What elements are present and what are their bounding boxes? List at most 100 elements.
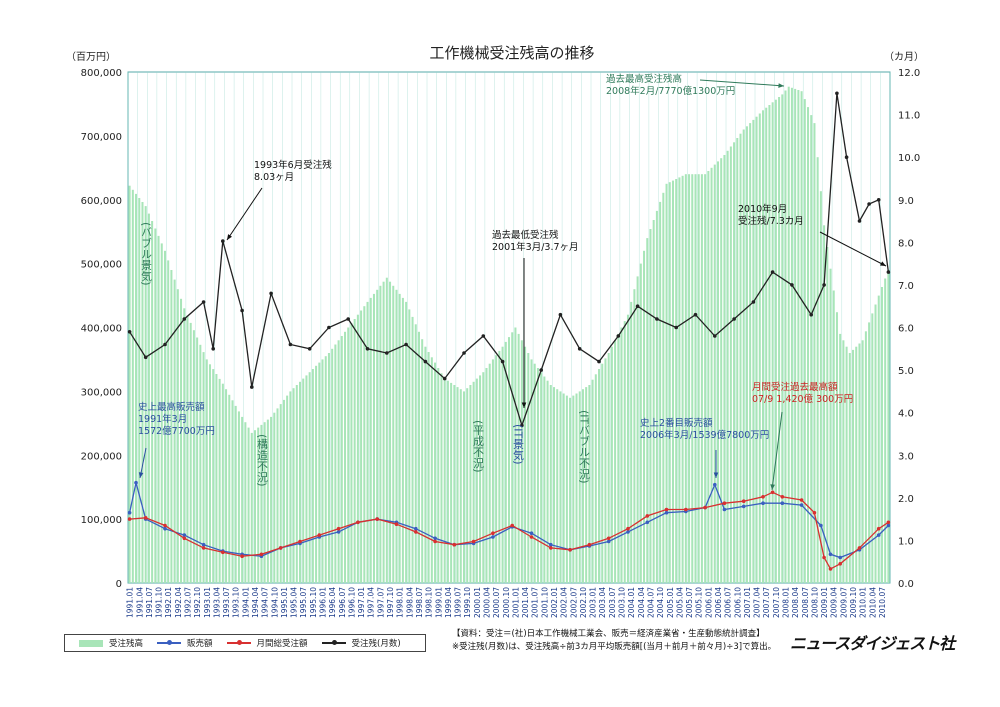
- backlog-bar: [350, 323, 353, 583]
- annotation-min-backlog: 過去最低受注残: [492, 229, 559, 241]
- x-tick-label: 2004.01: [627, 587, 636, 618]
- left-tick-label: 500,000: [81, 260, 122, 271]
- x-tick-label: 2009.01: [820, 587, 829, 618]
- backlog-bar: [742, 129, 745, 583]
- backlog-bar: [633, 289, 636, 583]
- right-tick-label: 11.0: [898, 111, 920, 122]
- months-point: [770, 270, 775, 274]
- backlog-bar: [424, 346, 427, 583]
- backlog-bar: [543, 376, 546, 583]
- backlog-bar: [517, 333, 520, 583]
- annotation-2010-09: 2010年9月: [738, 203, 787, 215]
- x-tick-label: 1993.01: [203, 587, 212, 618]
- months-point: [127, 330, 132, 334]
- sales-point: [645, 520, 650, 525]
- months-point: [857, 219, 862, 223]
- sales-point: [876, 533, 881, 537]
- left-tick-label: 600,000: [81, 196, 122, 207]
- backlog-bar: [646, 238, 649, 583]
- orders-point: [812, 510, 817, 515]
- backlog-bar: [286, 395, 289, 583]
- backlog-bar: [877, 295, 880, 583]
- right-tick-label: 5.0: [898, 366, 914, 377]
- backlog-bar: [221, 383, 224, 583]
- backlog-bar: [614, 340, 617, 583]
- backlog-bar: [887, 270, 890, 583]
- x-tick-label: 1992.07: [184, 587, 193, 618]
- months-point: [423, 359, 428, 364]
- backlog-bar: [864, 331, 867, 583]
- x-tick-label: 1996.10: [348, 587, 357, 618]
- backlog-bar: [376, 289, 379, 583]
- backlog-bar: [160, 243, 163, 583]
- legend-item-orders: 月間総受注額: [226, 637, 308, 649]
- backlog-bar: [749, 123, 752, 583]
- backlog-bar: [623, 321, 626, 583]
- x-tick-label: 1993.07: [222, 587, 231, 618]
- backlog-bar: [884, 278, 887, 583]
- legend-label-sales: 販売額: [187, 639, 213, 649]
- legend-label-backlog: 受注残高: [109, 639, 144, 649]
- sales-point: [491, 535, 495, 539]
- backlog-bar: [157, 235, 160, 583]
- sales-point: [182, 533, 187, 537]
- backlog-bar: [450, 382, 453, 583]
- backlog-bar: [716, 161, 719, 583]
- months-point: [269, 291, 273, 296]
- backlog-bar: [311, 369, 314, 583]
- backlog-bar: [196, 337, 199, 583]
- backlog-bar: [154, 228, 157, 583]
- left-tick-label: 700,000: [81, 132, 122, 143]
- x-tick-label: 1994.01: [241, 587, 250, 618]
- backlog-bar: [453, 385, 456, 583]
- backlog-bar: [874, 304, 877, 583]
- x-tick-label: 2000.04: [483, 587, 492, 618]
- annotation-1993-peak: 8.03ヶ月: [254, 172, 294, 183]
- months-point: [250, 385, 254, 389]
- backlog-bar: [225, 389, 228, 583]
- months-point: [462, 351, 466, 355]
- backlog-bar: [819, 191, 822, 583]
- x-tick-label: 2006.10: [733, 587, 742, 618]
- orders-point: [240, 554, 244, 558]
- backlog-bar: [218, 378, 221, 583]
- backlog-bar: [755, 116, 758, 583]
- x-tick-label: 1998.10: [425, 587, 434, 618]
- backlog-bar: [540, 372, 543, 583]
- orders-point: [703, 505, 707, 510]
- months-point: [201, 300, 206, 304]
- backlog-bar: [173, 279, 176, 583]
- annotation-max-sales: 1991年3月: [138, 413, 187, 425]
- right-tick-label: 12.0: [898, 68, 920, 79]
- backlog-bar: [427, 352, 430, 583]
- x-tick-label: 2008.10: [810, 587, 819, 618]
- orders-point: [278, 546, 283, 550]
- months-point: [385, 351, 389, 355]
- annotation-max-sales: 史上最高販売額: [138, 401, 205, 413]
- legend-swatch-sales: [157, 640, 182, 645]
- backlog-bar: [781, 94, 784, 584]
- orders-point: [568, 548, 572, 552]
- annotation-max-sales: 1572億7700万円: [138, 425, 215, 437]
- backlog-bar: [379, 285, 382, 583]
- backlog-bar: [868, 322, 871, 583]
- backlog-bar: [569, 397, 572, 583]
- annotation-max-monthly-order: 07/9 1,420億 300万円: [752, 393, 853, 405]
- x-tick-label: 1993.10: [232, 587, 241, 618]
- sales-point: [741, 504, 746, 509]
- backlog-bar: [617, 333, 620, 583]
- annotation-second-sales: 史上2番目販売額: [640, 417, 713, 429]
- max-sales-arrow-head: [138, 472, 144, 478]
- backlog-bar: [131, 189, 134, 584]
- orders-point: [201, 546, 206, 550]
- x-tick-label: 2002.04: [560, 587, 569, 618]
- backlog-bar: [774, 99, 777, 583]
- backlog-bar: [668, 182, 671, 583]
- annotation-max-backlog: 2008年2月/7770億1300万円: [606, 85, 735, 97]
- backlog-bar: [344, 331, 347, 583]
- backlog-bar: [459, 389, 462, 583]
- orders-point: [221, 550, 225, 555]
- months-point: [616, 334, 621, 338]
- backlog-bar: [736, 138, 739, 583]
- backlog-bar: [141, 202, 144, 583]
